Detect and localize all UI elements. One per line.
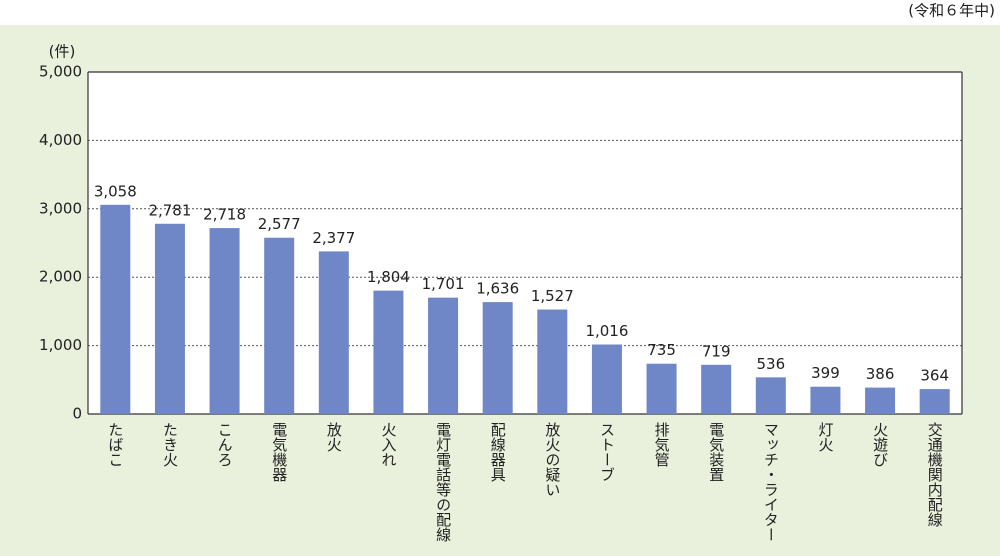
x-tick-label: 配線器具 bbox=[489, 422, 507, 482]
x-tick-label: 排気管 bbox=[653, 422, 671, 467]
y-tick-label: 0 bbox=[72, 405, 82, 423]
value-label: 2,718 bbox=[203, 206, 246, 224]
bar bbox=[537, 309, 568, 414]
bar bbox=[701, 364, 732, 414]
value-label: 536 bbox=[756, 355, 785, 373]
x-tick-label: ストーブ bbox=[598, 422, 616, 482]
bar bbox=[209, 228, 240, 414]
value-label: 2,577 bbox=[258, 215, 301, 233]
note: (令和６年中) bbox=[908, 2, 995, 20]
x-tick-label: マッチ・ライター bbox=[762, 422, 780, 542]
bar bbox=[318, 251, 349, 414]
y-tick-label: 4,000 bbox=[39, 131, 82, 149]
x-tick-label: 灯火 bbox=[816, 422, 834, 452]
y-tick-label: 1,000 bbox=[39, 336, 82, 354]
value-label: 3,058 bbox=[94, 182, 137, 200]
y-tick-label: 3,000 bbox=[39, 199, 82, 217]
bar bbox=[428, 297, 459, 414]
bar bbox=[264, 237, 295, 414]
bar bbox=[373, 290, 404, 414]
value-label: 386 bbox=[866, 365, 895, 383]
value-label: 2,781 bbox=[148, 201, 191, 219]
value-label: 364 bbox=[920, 367, 949, 385]
x-tick-label: 交通機関内配線 bbox=[926, 421, 944, 527]
x-tick-label: 火遊び bbox=[871, 422, 889, 467]
x-tick-label: 放火の疑い bbox=[543, 422, 561, 497]
x-tick-label: 電気機器 bbox=[270, 422, 288, 482]
bar bbox=[865, 387, 896, 414]
bar bbox=[646, 363, 677, 414]
x-tick-label: 電灯電話等の配線 bbox=[434, 422, 452, 542]
y-unit: (件) bbox=[49, 43, 76, 61]
value-label: 1,701 bbox=[422, 275, 465, 293]
y-tick-label: 2,000 bbox=[39, 268, 82, 286]
value-label: 719 bbox=[702, 342, 731, 360]
bar bbox=[810, 386, 841, 414]
x-tick-label: たき火 bbox=[161, 422, 179, 467]
value-label: 1,527 bbox=[531, 287, 574, 305]
x-tick-label: 火入れ bbox=[379, 422, 397, 467]
x-tick-label: 放火 bbox=[325, 422, 343, 452]
bar bbox=[100, 204, 131, 414]
bar bbox=[591, 344, 622, 414]
bar bbox=[482, 302, 513, 414]
value-label: 2,377 bbox=[312, 229, 355, 247]
bar bbox=[154, 223, 185, 414]
value-label: 1,016 bbox=[585, 322, 628, 340]
value-label: 1,804 bbox=[367, 268, 410, 286]
value-label: 1,636 bbox=[476, 280, 519, 298]
bar bbox=[919, 389, 950, 414]
y-tick-label: 5,000 bbox=[39, 63, 82, 81]
bar bbox=[755, 377, 786, 414]
x-tick-label: たばこ bbox=[106, 422, 124, 467]
value-label: 399 bbox=[811, 364, 840, 382]
x-tick-label: こんろ bbox=[216, 422, 234, 467]
value-label: 735 bbox=[647, 341, 676, 359]
x-tick-label: 電気装置 bbox=[707, 422, 725, 482]
